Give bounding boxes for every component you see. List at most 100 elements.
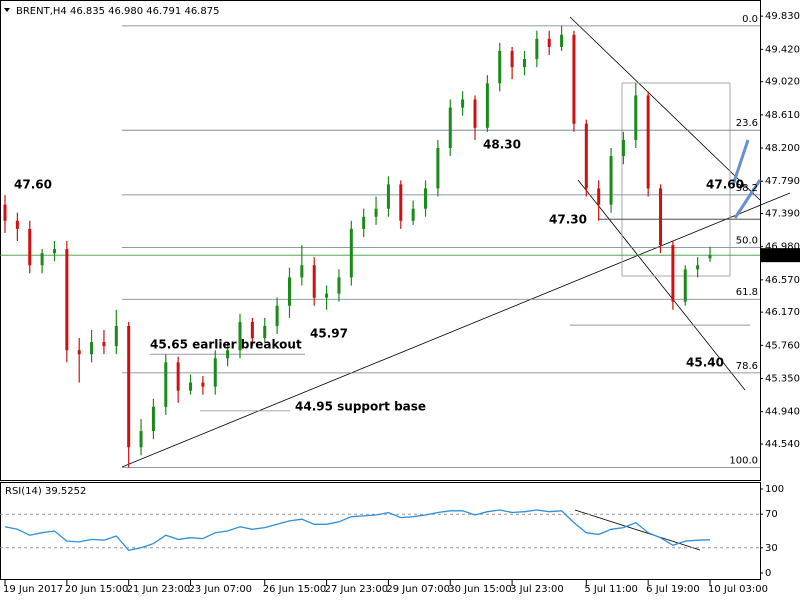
candle-body [28, 228, 32, 266]
candle-body [90, 342, 94, 355]
candle-body [683, 269, 687, 302]
x-tick-label: 10 Jul 03:00 [708, 584, 768, 595]
candle-body [102, 342, 106, 347]
y-tick-label: 45.760 [765, 340, 800, 351]
fib-label: 78.6 [736, 361, 758, 372]
candle-body [325, 293, 329, 298]
fib-label: 23.6 [736, 118, 758, 129]
candle-body [399, 184, 403, 221]
fib-label: 100.0 [729, 455, 758, 466]
candle-body [40, 253, 44, 266]
y-tick-label: 44.540 [765, 439, 800, 450]
y-tick-label: 49.830 [765, 11, 800, 22]
candle-body [696, 265, 700, 270]
range-box [621, 82, 731, 277]
candle-body [547, 38, 551, 47]
annotation: 45.65 earlier breakout [150, 338, 302, 352]
candle-body [708, 255, 712, 259]
x-tick-label: 19 Jun 2017 [3, 584, 63, 595]
candle-body [473, 99, 477, 128]
candle-body [646, 95, 650, 189]
x-tick-label: 21 Jun 23:00 [127, 584, 191, 595]
y-tick-label: 46.170 [765, 307, 800, 318]
candle-body [275, 305, 279, 326]
channel-lower [577, 179, 746, 391]
candle-body [3, 204, 7, 221]
y-tick-label: 70 [765, 509, 778, 520]
y-tick-label: 49.420 [765, 44, 800, 55]
y-tick-label: 45.350 [765, 374, 800, 385]
candle-body [522, 59, 526, 68]
x-tick-label: 5 Jul 11:00 [584, 584, 638, 595]
candle-body [349, 228, 353, 278]
x-tick-label: 27 Jun 23:00 [325, 584, 389, 595]
trend-line [121, 192, 791, 468]
y-tick-label: 48.610 [765, 110, 800, 121]
x-tick-label: 30 Jun 15:00 [448, 584, 512, 595]
candle-body [634, 95, 638, 140]
fib-label: 50.0 [736, 235, 758, 246]
price-tag [760, 248, 800, 263]
candle-body [114, 325, 118, 347]
candle-body [263, 325, 267, 339]
annotation: 47.60 [706, 178, 744, 192]
candle-body [312, 265, 316, 298]
annotation: 44.95 support base [295, 400, 426, 414]
y-tick-label: 49.020 [765, 77, 800, 88]
x-tick-label: 29 Jun 07:00 [386, 584, 450, 595]
fib-label: 0.0 [742, 14, 758, 25]
x-tick-label: 20 Jun 15:00 [65, 584, 129, 595]
candle-body [52, 249, 56, 254]
candle-body [597, 188, 601, 205]
candle-body [436, 148, 440, 189]
y-tick-label: 100 [765, 484, 784, 495]
rsi-line [4, 509, 711, 552]
candle-body [461, 99, 465, 108]
candle-body [337, 277, 341, 294]
price-tag-label: 46.875 [763, 250, 800, 261]
annotation: 45.97 [310, 327, 348, 341]
candle-body [510, 50, 514, 68]
candle-body [176, 362, 180, 391]
candle-body [572, 34, 576, 124]
candle-body [65, 249, 69, 351]
candle-body [250, 321, 254, 339]
candle-body [77, 350, 81, 355]
candle-body [621, 139, 625, 157]
candle-body [164, 362, 168, 407]
main-panel [0, 0, 761, 481]
candle-body [560, 34, 564, 47]
candle-body [411, 208, 415, 221]
candle-body [213, 358, 217, 387]
candle-body [609, 156, 613, 205]
candle-body [374, 208, 378, 217]
y-tick-label: 46.570 [765, 275, 800, 286]
x-tick-label: 23 Jun 07:00 [189, 584, 253, 595]
candle-body [362, 216, 366, 229]
y-tick-label: 44.940 [765, 407, 800, 418]
y-tick-label: 30 [765, 543, 778, 554]
arrow [731, 139, 750, 186]
y-tick-label: 47.390 [765, 209, 800, 220]
x-tick-label: 26 Jun 15:00 [263, 584, 327, 595]
rsi-panel [0, 482, 761, 580]
candle-body [535, 38, 539, 60]
annotation: 48.30 [483, 138, 521, 152]
x-tick-label: 6 Jul 19:00 [646, 584, 700, 595]
candle-body [584, 123, 588, 189]
y-tick-label: 0 [765, 568, 771, 579]
candle-body [659, 188, 663, 246]
candle-body [127, 325, 131, 448]
menu-arrow [4, 8, 10, 12]
annotation: 47.30 [549, 213, 587, 227]
fib-label: 38.2 [736, 183, 758, 194]
candle-body [238, 321, 242, 351]
candle-body [151, 406, 155, 432]
y-tick-label: 48.200 [765, 143, 800, 154]
candle-body [424, 188, 428, 209]
candle-body [498, 50, 502, 84]
candle-body [201, 382, 205, 387]
y-tick-label: 46.980 [765, 242, 800, 253]
